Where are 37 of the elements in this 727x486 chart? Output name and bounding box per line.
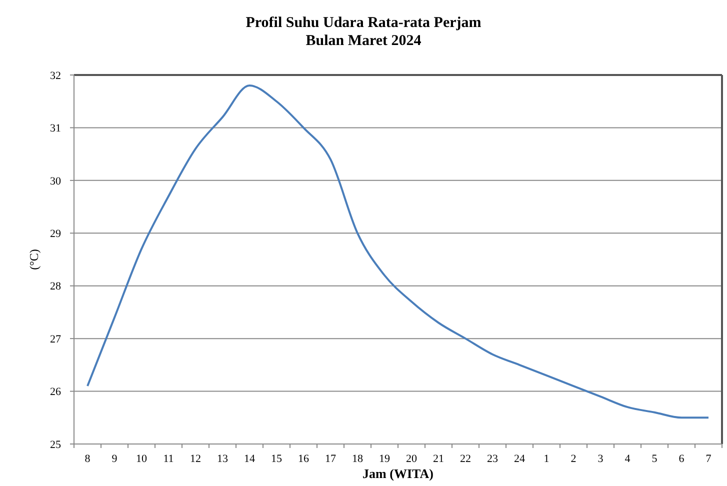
- x-tick-label: 10: [136, 453, 148, 465]
- x-tick-label: 11: [163, 453, 174, 465]
- x-tick-label: 17: [325, 453, 336, 465]
- y-tick-label: 27: [50, 333, 62, 346]
- x-tick-label: 24: [514, 453, 526, 465]
- x-tick-label: 8: [84, 453, 91, 465]
- x-tick-label: 2: [570, 453, 576, 465]
- x-tick-label: 22: [460, 453, 471, 465]
- x-tick-label: 7: [706, 453, 712, 465]
- x-tick-label: 14: [244, 453, 256, 465]
- y-axis-title: (°C): [27, 249, 41, 270]
- x-tick-label: 3: [598, 453, 604, 465]
- x-tick-label: 18: [352, 453, 364, 465]
- y-tick-label: 31: [50, 122, 61, 135]
- y-tick-label: 29: [50, 228, 62, 240]
- x-tick-label: 4: [624, 453, 631, 465]
- x-tick-label: 23: [487, 453, 498, 465]
- chart-subtitle: Bulan Maret 2024: [306, 33, 422, 49]
- x-tick-label: 1: [544, 453, 550, 465]
- y-tick-label: 32: [50, 70, 61, 82]
- y-tick-label: 28: [50, 280, 62, 293]
- x-tick-label: 12: [190, 453, 201, 465]
- x-tick-label: 16: [298, 453, 310, 465]
- x-tick-label: 19: [379, 453, 390, 465]
- x-tick-label: 5: [652, 453, 658, 465]
- x-tick-label: 21: [433, 453, 444, 465]
- line-series: [86, 84, 710, 419]
- x-tick-label: 15: [271, 453, 282, 465]
- x-tick-label: 6: [678, 453, 685, 465]
- x-tick-label: 20: [406, 453, 418, 465]
- y-tick-label: 30: [50, 175, 62, 188]
- y-tick-label: 26: [50, 386, 62, 398]
- x-tick-label: 13: [217, 453, 228, 465]
- y-tick-label: 25: [50, 438, 62, 451]
- x-axis-title: Jam (WITA): [362, 466, 434, 481]
- chart-title: Profil Suhu Udara Rata-rata Perjam: [246, 15, 482, 31]
- x-tick-label: 9: [112, 453, 118, 465]
